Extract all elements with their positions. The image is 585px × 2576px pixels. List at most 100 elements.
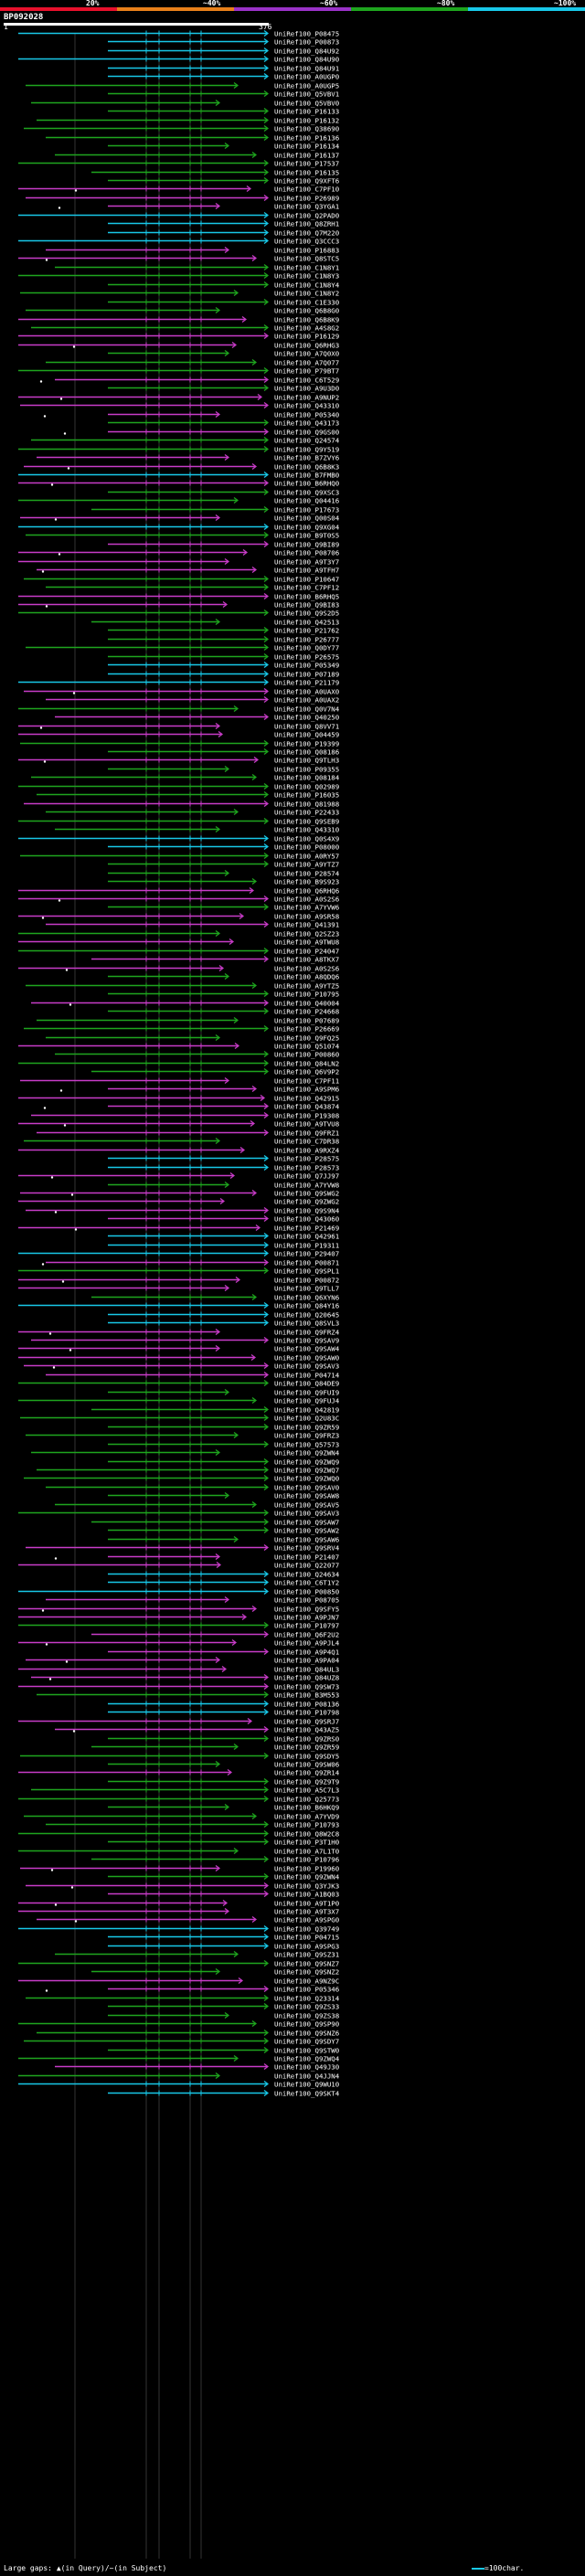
hit-label[interactable]: UniRef100_A9SPM6	[274, 1086, 339, 1094]
hit-label[interactable]: UniRef100_Q42915	[274, 1095, 339, 1103]
hit-label[interactable]: UniRef100_Q00S04	[274, 514, 340, 523]
hit-label[interactable]: UniRef100_P26777	[274, 636, 339, 644]
hit-label[interactable]: UniRef100_A9T3X7	[274, 1908, 339, 1916]
hit-label[interactable]: UniRef100_P05349	[274, 662, 339, 670]
hit-label[interactable]: UniRef100_Q8SVL3	[274, 1320, 339, 1328]
hit-label[interactable]: UniRef100_A0UAX0	[274, 688, 339, 696]
hit-label[interactable]: UniRef100_Q0V7N4	[274, 705, 340, 714]
hit-label[interactable]: UniRef100_P19960	[274, 1865, 339, 1873]
hit-label[interactable]: UniRef100_C1E330	[274, 299, 339, 307]
hit-label[interactable]: UniRef100_P21179	[274, 679, 339, 687]
hit-label[interactable]: UniRef100_Q04416	[274, 497, 339, 505]
hit-label[interactable]: UniRef100_P28574	[274, 870, 340, 878]
hit-label[interactable]: UniRef100_Q9SW06	[274, 1761, 339, 1769]
hit-label[interactable]: UniRef100_Q9SAV3	[274, 1362, 339, 1371]
hit-label[interactable]: UniRef100_Q5VBV0	[274, 100, 339, 108]
hit-label[interactable]: UniRef100_Q7JJ97	[274, 1172, 339, 1181]
hit-label[interactable]: UniRef100_Q9SAW0	[274, 1354, 339, 1362]
hit-label[interactable]: UniRef100_Q43310	[274, 826, 339, 834]
hit-label[interactable]: UniRef100_Q9SAW8	[274, 1492, 339, 1500]
hit-label[interactable]: UniRef100_P3T1H0	[274, 1839, 339, 1847]
hit-label[interactable]: UniRef100_Q9SFY5	[274, 1606, 339, 1614]
hit-label[interactable]: UniRef100_Q9ZWQ7	[274, 1467, 339, 1475]
hit-label[interactable]: UniRef100_Q9S2D5	[274, 610, 339, 618]
hit-label[interactable]: UniRef100_Q84U90	[274, 56, 339, 64]
hit-label[interactable]: UniRef100_Q9SAW2	[274, 1527, 339, 1535]
hit-label[interactable]: UniRef100_Q9ZWQ4	[274, 2055, 340, 2063]
hit-label[interactable]: UniRef100_Q43874	[274, 1103, 340, 1111]
hit-label[interactable]: UniRef100_A0S2S6	[274, 965, 339, 973]
hit-label[interactable]: UniRef100_P24047	[274, 948, 339, 956]
hit-label[interactable]: UniRef100_A9TFH7	[274, 567, 339, 575]
hit-label[interactable]: UniRef100_P08475	[274, 30, 339, 38]
hit-label[interactable]: UniRef100_Q84LN2	[274, 1060, 339, 1068]
hit-label[interactable]: UniRef100_P10793	[274, 1821, 339, 1829]
hit-label[interactable]: UniRef100_P22433	[274, 809, 339, 817]
hit-label[interactable]: UniRef100_Q9SNZ7	[274, 1960, 339, 1968]
hit-label[interactable]: UniRef100_A0S2S6	[274, 896, 339, 904]
hit-label[interactable]: UniRef100_Q3YGA1	[274, 203, 339, 211]
hit-label[interactable]: UniRef100_Q9Y519	[274, 446, 339, 454]
hit-label[interactable]: UniRef100_A9PA04	[274, 1657, 340, 1665]
hit-label[interactable]: UniRef100_Q9SAV9	[274, 1337, 339, 1345]
hit-label[interactable]: UniRef100_Q9SP90	[274, 2020, 339, 2029]
hit-label[interactable]: UniRef100_A9TVU8	[274, 1120, 339, 1129]
hit-label[interactable]: UniRef100_P26669	[274, 1025, 339, 1034]
hit-label[interactable]: UniRef100_P08706	[274, 549, 339, 557]
hit-label[interactable]: UniRef100_P07189	[274, 671, 339, 679]
hit-label[interactable]: UniRef100_Q9SAW6	[274, 1536, 339, 1544]
hit-label[interactable]: UniRef100_Q7M220	[274, 229, 339, 238]
hit-label[interactable]: UniRef100_Q9XSC3	[274, 489, 339, 497]
hit-label[interactable]: UniRef100_Q6F2U2	[274, 1631, 339, 1639]
hit-label[interactable]: UniRef100_Q9BI83	[274, 601, 339, 610]
hit-label[interactable]: UniRef100_Q9STW0	[274, 2047, 339, 2055]
hit-label[interactable]: UniRef100_Q02989	[274, 783, 339, 791]
hit-label[interactable]: UniRef100_A9U3D0	[274, 385, 339, 393]
hit-label[interactable]: UniRef100_Q9ZR59	[274, 1744, 339, 1752]
hit-label[interactable]: UniRef100_Q51074	[274, 1043, 340, 1051]
hit-label[interactable]: UniRef100_A9SPG0	[274, 1916, 339, 1924]
hit-label[interactable]: UniRef100_B9S923	[274, 878, 339, 886]
hit-label[interactable]: UniRef100_A7Q0X0	[274, 350, 339, 358]
hit-label[interactable]: UniRef100_B6HKQ9	[274, 1804, 339, 1812]
hit-label[interactable]: UniRef100_Q9SAV5	[274, 1501, 339, 1510]
hit-label[interactable]: UniRef100_C1N8Y2	[274, 290, 339, 298]
hit-label[interactable]: UniRef100_Q84UL3	[274, 1666, 339, 1674]
hit-label[interactable]: UniRef100_P10796	[274, 1856, 339, 1864]
hit-label[interactable]: UniRef100_B7ZVY6	[274, 454, 339, 462]
hit-label[interactable]: UniRef100_P16135	[274, 169, 339, 177]
hit-label[interactable]: UniRef100_Q9SWG2	[274, 1190, 339, 1198]
hit-label[interactable]: UniRef100_Q42513	[274, 619, 339, 627]
hit-label[interactable]: UniRef100_P04714	[274, 1372, 340, 1380]
hit-label[interactable]: UniRef100_Q25773	[274, 1796, 339, 1804]
hit-label[interactable]: UniRef100_A9YTZ7	[274, 861, 339, 869]
hit-label[interactable]: UniRef100_P16137	[274, 152, 339, 160]
hit-label[interactable]: UniRef100_P00860	[274, 1051, 339, 1059]
hit-label[interactable]: UniRef100_Q42961	[274, 1233, 339, 1241]
hit-label[interactable]: UniRef100_Q43060	[274, 1215, 339, 1224]
hit-label[interactable]: UniRef100_Q9ZWQ9	[274, 1458, 339, 1467]
hit-label[interactable]: UniRef100_A0RY57	[274, 853, 339, 861]
hit-label[interactable]: UniRef100_Q9ZS33	[274, 2003, 339, 2011]
hit-label[interactable]: UniRef100_P05346	[274, 1986, 339, 1994]
hit-label[interactable]: UniRef100_Q23314	[274, 1995, 340, 2003]
hit-label[interactable]: UniRef100_Q9SAV3	[274, 1510, 339, 1518]
hit-label[interactable]: UniRef100_P10797	[274, 1622, 339, 1630]
hit-label[interactable]: UniRef100_Q0S4X9	[274, 835, 339, 843]
hit-label[interactable]: UniRef100_Q40004	[274, 1000, 340, 1008]
hit-label[interactable]: UniRef100_Q9ZWN4	[274, 1873, 340, 1882]
hit-label[interactable]: UniRef100_Q81988	[274, 800, 339, 809]
hit-label[interactable]: UniRef100_Q9SW73	[274, 1683, 339, 1691]
hit-label[interactable]: UniRef100_Q9SRV4	[274, 1544, 340, 1553]
hit-label[interactable]: UniRef100_Q24574	[274, 437, 340, 445]
hit-label[interactable]: UniRef100_Q9TLL7	[274, 1285, 339, 1293]
hit-label[interactable]: UniRef100_A9NZ9C	[274, 1977, 339, 1986]
hit-label[interactable]: UniRef100_A9TWU8	[274, 938, 339, 947]
hit-label[interactable]: UniRef100_Q08184	[274, 774, 340, 782]
hit-label[interactable]: UniRef100_P10795	[274, 991, 339, 999]
hit-label[interactable]: UniRef100_P16136	[274, 134, 339, 143]
hit-label[interactable]: UniRef100_Q38690	[274, 125, 339, 133]
hit-label[interactable]: UniRef100_Q0DY77	[274, 644, 339, 652]
hit-label[interactable]: UniRef100_Q9SNZ2	[274, 1968, 339, 1977]
hit-label[interactable]: UniRef100_B7FMB0	[274, 472, 339, 480]
